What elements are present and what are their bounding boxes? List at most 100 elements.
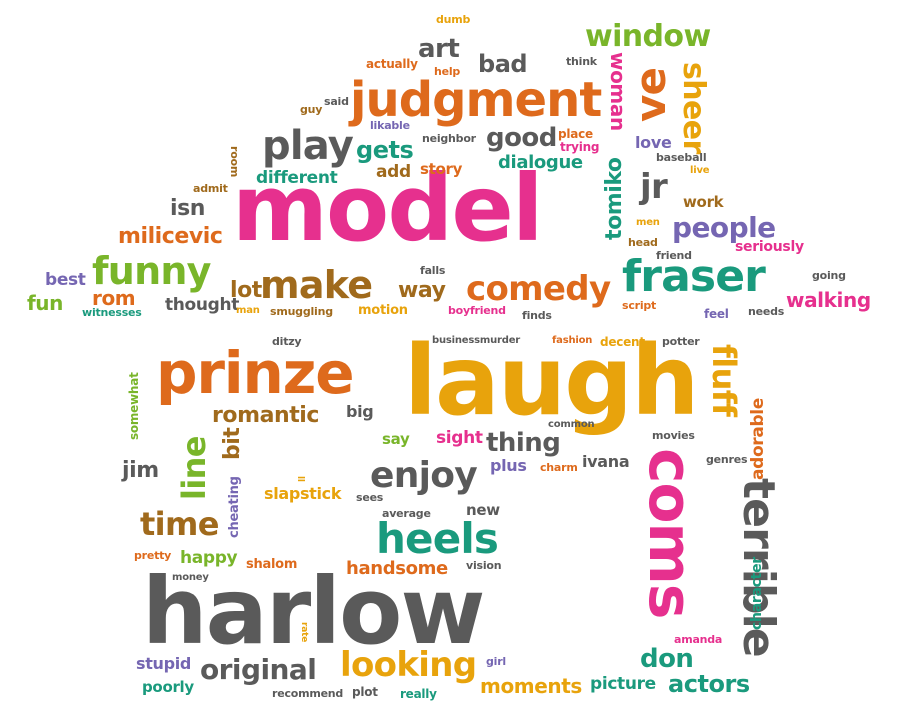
word-really: really — [400, 687, 437, 701]
word-think: think — [566, 55, 597, 68]
word-dialogue: dialogue — [498, 152, 583, 173]
word-boyfriend: boyfriend — [448, 304, 506, 317]
word-picture: picture — [590, 674, 656, 694]
word-plus: plus — [490, 456, 527, 475]
word-heels: heels — [376, 514, 499, 563]
word-head: head — [628, 236, 658, 249]
word-smuggling: smuggling — [270, 305, 333, 318]
word-vision: vision — [466, 559, 502, 572]
word-model: model — [232, 155, 543, 262]
word-art: art — [418, 34, 460, 64]
word-witnesses: witnesses — [82, 306, 142, 319]
word-time: time — [140, 505, 219, 543]
word-new: new — [466, 501, 500, 519]
word-guy: guy — [300, 103, 323, 116]
word-looking: looking — [340, 645, 477, 685]
word-thing: thing — [486, 428, 561, 458]
word-movies: movies — [652, 429, 695, 442]
word-actually: actually — [366, 57, 418, 71]
word-gets: gets — [356, 136, 414, 164]
word-slapstick: slapstick — [264, 484, 342, 503]
word-jr: jr — [640, 167, 668, 207]
word-room: room — [228, 146, 241, 178]
word-woman: woman — [606, 52, 630, 131]
word-seriously: seriously — [735, 239, 804, 255]
word-window: window — [585, 19, 711, 54]
word-make: make — [260, 263, 373, 307]
word-help: help — [434, 65, 461, 78]
word-different: different — [256, 168, 338, 188]
word-ll: ll — [295, 476, 305, 482]
word-add: add — [376, 162, 411, 182]
word-fraser: fraser — [622, 251, 766, 302]
word-happy: happy — [180, 548, 238, 568]
word-sight: sight — [436, 428, 483, 448]
word-story: story — [420, 160, 463, 178]
word-isn: isn — [170, 196, 205, 221]
word-funny: funny — [92, 249, 211, 293]
word-fun: fun — [27, 291, 63, 315]
word-people: people — [672, 211, 776, 244]
word-genres: genres — [706, 453, 748, 466]
word-prinze: prinze — [156, 339, 355, 407]
word-tomiko: tomiko — [602, 157, 627, 240]
word-adorable: adorable — [748, 398, 768, 480]
word-ivana: ivana — [582, 452, 630, 471]
word-line: line — [175, 436, 213, 500]
word-milicevic: milicevic — [118, 224, 223, 249]
word-trying: trying — [560, 140, 600, 154]
word-money: money — [172, 572, 209, 583]
word-way: way — [398, 278, 446, 303]
word-best: best — [45, 270, 86, 290]
word-thought: thought — [165, 295, 240, 315]
word-actors: actors — [668, 670, 750, 698]
word-stupid: stupid — [136, 654, 192, 673]
word-play: play — [262, 123, 354, 169]
word-ve: ve — [626, 67, 675, 122]
word-enjoy: enjoy — [370, 455, 478, 496]
word-ditzy: ditzy — [272, 335, 302, 348]
word-said: said — [324, 95, 349, 108]
word-bad: bad — [478, 50, 528, 78]
word-dumb: dumb — [436, 13, 471, 26]
word-poorly: poorly — [142, 678, 194, 696]
word-falls: falls — [420, 264, 446, 277]
word-amanda: amanda — [674, 633, 723, 646]
word-decent: decent — [600, 335, 645, 349]
word-rom: rom — [92, 286, 136, 310]
word-men: men — [636, 217, 660, 228]
word-rate: rate — [299, 622, 309, 643]
word-lot: lot — [230, 278, 262, 303]
word-good: good — [486, 123, 557, 153]
word-bit: bit — [220, 427, 245, 461]
word-potter: potter — [662, 335, 700, 348]
word-pretty: pretty — [134, 549, 172, 562]
word-romantic: romantic — [212, 403, 319, 428]
word-walking: walking — [786, 288, 871, 312]
word-laugh: laugh — [404, 325, 699, 437]
word-character: character — [749, 557, 765, 630]
word-live: live — [690, 165, 710, 176]
word-comedy: comedy — [466, 269, 611, 309]
word-finds: finds — [522, 309, 552, 322]
word-motion: motion — [358, 303, 408, 318]
word-cheating: cheating — [227, 476, 242, 538]
word-handsome: handsome — [346, 558, 448, 579]
word-average: average — [382, 507, 431, 520]
word-man: man — [236, 305, 260, 316]
word-sees: sees — [356, 491, 384, 504]
word-moments: moments — [480, 674, 582, 698]
word-common: common — [548, 419, 595, 430]
word-harlow: harlow — [142, 558, 485, 665]
word-going: going — [812, 269, 846, 282]
word-baseball: baseball — [656, 151, 707, 164]
word-likable: likable — [370, 119, 410, 132]
word-admit: admit — [193, 182, 228, 195]
word-judgment: judgment — [350, 72, 602, 128]
word-neighbor: neighbor — [422, 132, 476, 145]
word-fluff: fluff — [705, 344, 743, 417]
word-big: big — [346, 402, 374, 421]
word-say: say — [382, 430, 410, 448]
word-charm: charm — [540, 461, 578, 474]
